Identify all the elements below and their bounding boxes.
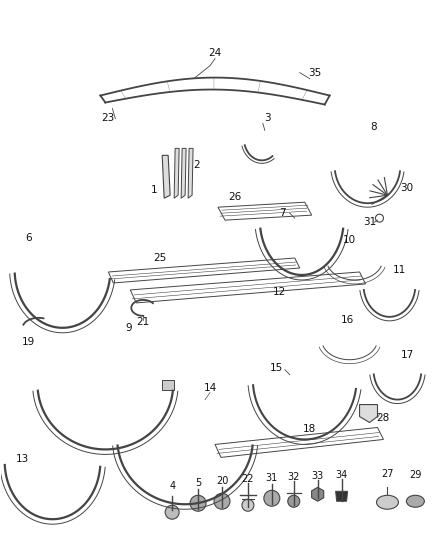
Text: 4: 4 <box>169 481 175 491</box>
Text: 9: 9 <box>125 323 131 333</box>
Text: 27: 27 <box>381 470 394 479</box>
Text: 1: 1 <box>151 185 158 195</box>
Text: 14: 14 <box>203 383 217 393</box>
Polygon shape <box>174 148 179 198</box>
Text: 7: 7 <box>279 208 286 218</box>
Text: 24: 24 <box>208 47 222 58</box>
Text: 5: 5 <box>195 478 201 488</box>
Circle shape <box>214 493 230 509</box>
Text: 23: 23 <box>102 114 115 124</box>
Circle shape <box>288 495 300 507</box>
Text: 15: 15 <box>270 362 283 373</box>
Text: 3: 3 <box>265 114 271 124</box>
Circle shape <box>242 499 254 511</box>
Polygon shape <box>181 148 186 198</box>
Text: 30: 30 <box>400 183 413 193</box>
Text: 18: 18 <box>303 424 316 434</box>
Polygon shape <box>360 405 378 423</box>
Text: 35: 35 <box>308 68 321 78</box>
Text: 20: 20 <box>216 477 228 486</box>
Polygon shape <box>336 491 348 501</box>
Text: 32: 32 <box>288 472 300 482</box>
Text: 11: 11 <box>393 265 406 275</box>
Text: 31: 31 <box>363 217 376 227</box>
Ellipse shape <box>377 495 399 509</box>
Text: 34: 34 <box>336 470 348 480</box>
Text: 13: 13 <box>16 455 29 464</box>
Text: 26: 26 <box>228 192 242 202</box>
Polygon shape <box>162 155 170 198</box>
Circle shape <box>165 505 179 519</box>
Text: 2: 2 <box>193 160 199 171</box>
Ellipse shape <box>406 495 424 507</box>
Text: 17: 17 <box>401 350 414 360</box>
Text: 29: 29 <box>409 470 421 480</box>
Text: 16: 16 <box>341 315 354 325</box>
Text: 21: 21 <box>137 317 150 327</box>
Text: 31: 31 <box>266 473 278 483</box>
Text: 22: 22 <box>242 474 254 484</box>
Bar <box>162 379 174 390</box>
Circle shape <box>190 495 206 511</box>
Text: 28: 28 <box>376 413 389 423</box>
Text: 19: 19 <box>22 337 35 347</box>
Text: 8: 8 <box>370 123 377 132</box>
Polygon shape <box>188 148 193 198</box>
Polygon shape <box>312 487 324 501</box>
Text: 12: 12 <box>273 287 286 297</box>
Text: 25: 25 <box>154 253 167 263</box>
Circle shape <box>264 490 280 506</box>
Text: 33: 33 <box>311 471 324 481</box>
Text: 6: 6 <box>25 233 32 243</box>
Text: 10: 10 <box>343 235 356 245</box>
